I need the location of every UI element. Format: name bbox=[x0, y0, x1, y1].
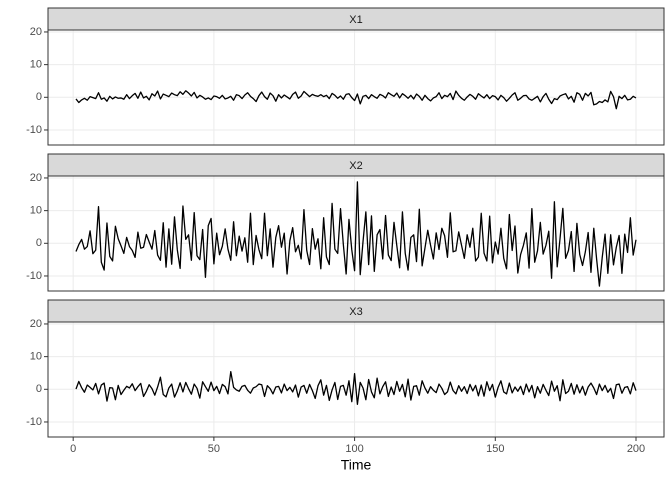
panel-border bbox=[47, 321, 665, 438]
y-tick-label: 20 bbox=[30, 318, 42, 330]
x-axis-title: Time bbox=[341, 457, 372, 473]
series-line bbox=[75, 181, 637, 287]
y-tick-label: -10 bbox=[26, 416, 42, 428]
y-tick-label: 10 bbox=[30, 59, 42, 71]
x-tick-label: 200 bbox=[627, 443, 645, 455]
y-tick-label: 10 bbox=[30, 205, 42, 217]
panel-border bbox=[47, 175, 665, 292]
facet-label: X3 bbox=[349, 306, 362, 318]
panel-border bbox=[47, 29, 665, 146]
y-tick-label: 0 bbox=[36, 237, 42, 249]
facet-label: X1 bbox=[349, 14, 362, 26]
x-tick-label: 0 bbox=[70, 443, 76, 455]
x-tick-label: 50 bbox=[208, 443, 220, 455]
y-tick-label: 20 bbox=[30, 26, 42, 38]
y-tick-label: 0 bbox=[36, 383, 42, 395]
x-tick-label: 150 bbox=[486, 443, 504, 455]
series-line bbox=[75, 371, 637, 405]
y-tick-label: 0 bbox=[36, 91, 42, 103]
y-tick-label: 20 bbox=[30, 172, 42, 184]
series-line bbox=[75, 90, 637, 110]
x-tick-label: 100 bbox=[345, 443, 363, 455]
y-tick-label: -10 bbox=[26, 270, 42, 282]
y-tick-label: -10 bbox=[26, 124, 42, 136]
y-tick-label: 10 bbox=[30, 351, 42, 363]
facet-label: X2 bbox=[349, 160, 362, 172]
